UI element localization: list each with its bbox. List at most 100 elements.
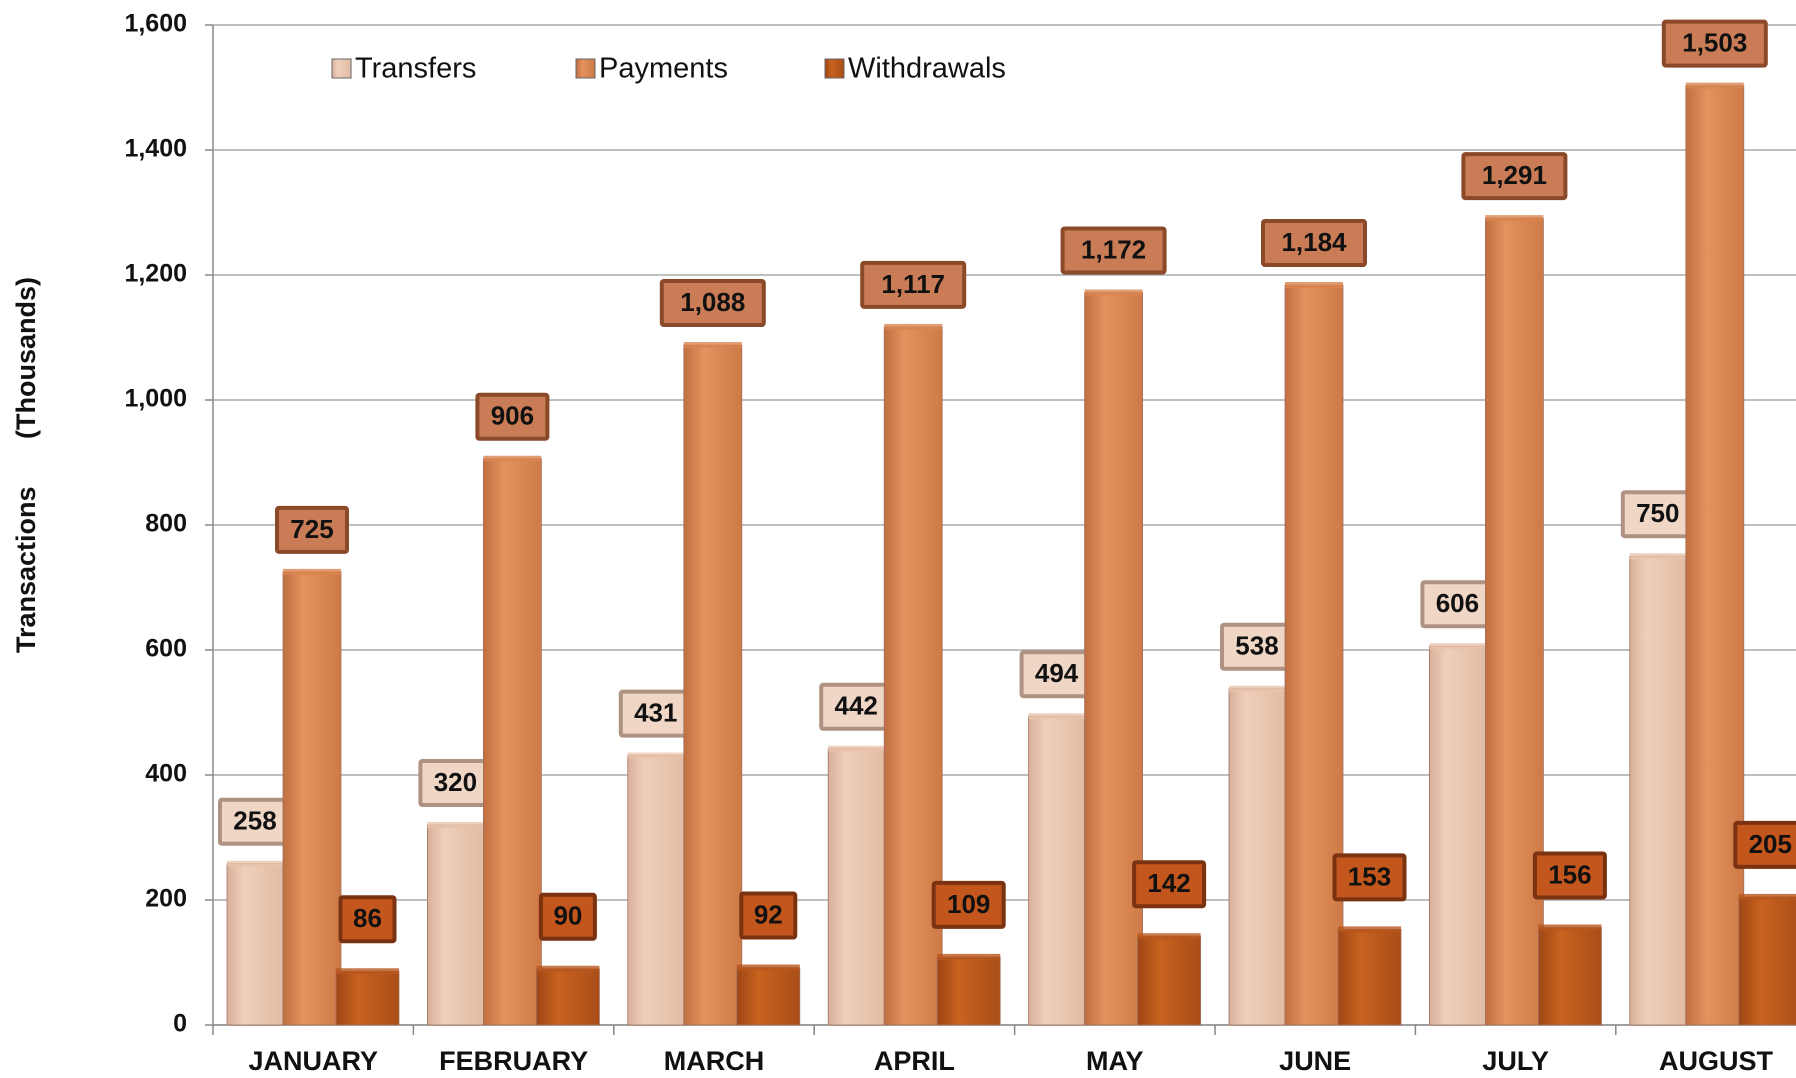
y-tick-label: 1,600 xyxy=(124,10,187,38)
bar-top xyxy=(1738,893,1796,900)
bar xyxy=(683,344,743,1026)
data-label-box xyxy=(1261,219,1367,267)
bar-top xyxy=(937,953,1001,960)
y-tick-label: 200 xyxy=(145,885,187,913)
bar-top xyxy=(1028,713,1085,720)
x-tick-label: JUNE xyxy=(1279,1046,1351,1076)
x-tick-label: MAY xyxy=(1086,1046,1144,1076)
data-label: 320 xyxy=(434,767,477,797)
data-label-box xyxy=(1532,851,1607,900)
data-label: 1,088 xyxy=(680,287,745,317)
bar xyxy=(482,458,542,1026)
x-tick-label: APRIL xyxy=(874,1046,955,1076)
bar-top xyxy=(1485,215,1544,222)
bar xyxy=(335,970,400,1026)
bar xyxy=(1084,292,1143,1026)
data-label: 906 xyxy=(491,401,534,431)
data-label-box xyxy=(338,895,397,944)
y-tick-label: 1,000 xyxy=(124,385,187,413)
bar xyxy=(1738,896,1796,1026)
data-label: 750 xyxy=(1636,498,1679,528)
data-label-box xyxy=(931,880,1006,929)
data-label: 1,184 xyxy=(1281,227,1347,257)
data-label: 153 xyxy=(1348,861,1391,891)
data-label: 109 xyxy=(947,889,990,919)
y-tick-label: 400 xyxy=(145,760,187,788)
y-tick-label: 0 xyxy=(173,1010,187,1038)
data-label: 606 xyxy=(1436,588,1479,618)
bar-top xyxy=(1338,926,1401,933)
bar xyxy=(1429,645,1486,1026)
data-label: 442 xyxy=(835,691,878,721)
x-tick-label: FEBRUARY xyxy=(439,1046,588,1076)
data-label-box xyxy=(739,891,798,940)
bar-top xyxy=(1685,82,1744,89)
bar-top xyxy=(1137,933,1201,940)
bar xyxy=(1629,555,1687,1026)
data-label: 90 xyxy=(553,901,582,931)
bar-top xyxy=(1629,553,1686,560)
bar xyxy=(1028,715,1085,1026)
bar xyxy=(1337,928,1402,1026)
bar-top xyxy=(884,323,943,330)
bar xyxy=(282,571,342,1026)
data-label-box xyxy=(1060,226,1167,275)
legend-swatch xyxy=(575,58,596,79)
bar xyxy=(1137,935,1201,1026)
bar xyxy=(627,755,685,1026)
bar-top xyxy=(627,752,684,759)
data-label: 86 xyxy=(353,903,382,933)
data-label-box xyxy=(275,505,349,554)
bar-top xyxy=(227,860,283,867)
bar-top xyxy=(1538,924,1602,931)
data-label: 431 xyxy=(634,698,677,728)
x-tick-label: JANUARY xyxy=(248,1046,378,1076)
data-label-box xyxy=(1733,820,1796,869)
bar xyxy=(736,967,801,1026)
data-label: 1,117 xyxy=(881,269,945,299)
bar xyxy=(426,824,484,1026)
data-label: 1,291 xyxy=(1482,160,1547,190)
legend-swatch xyxy=(331,58,352,79)
y-tick-label: 1,200 xyxy=(124,260,187,288)
data-label: 725 xyxy=(290,514,333,544)
bar xyxy=(226,863,284,1026)
data-label: 258 xyxy=(233,806,276,836)
legend-label: Transfers xyxy=(355,53,476,85)
legend-label: Payments xyxy=(599,53,728,85)
bar xyxy=(536,968,600,1026)
bar-top xyxy=(427,822,484,828)
data-label-box xyxy=(538,892,597,941)
bar-top xyxy=(683,342,742,348)
bar xyxy=(827,748,885,1026)
data-label-box xyxy=(1332,853,1407,902)
y-tick-label: 600 xyxy=(145,635,187,663)
x-tick-label: JULY xyxy=(1482,1046,1549,1076)
data-label-box xyxy=(659,279,766,327)
y-tick-label: 800 xyxy=(145,510,187,538)
data-label: 142 xyxy=(1147,868,1190,898)
x-tick-label: MARCH xyxy=(664,1046,765,1076)
bar xyxy=(1538,927,1602,1026)
y-tick-label: 1,400 xyxy=(124,135,187,163)
bar-top xyxy=(1429,643,1486,650)
bar xyxy=(1685,85,1745,1026)
bar-top xyxy=(483,455,542,462)
bar-top xyxy=(828,745,885,752)
data-label: 92 xyxy=(754,899,783,929)
bar xyxy=(1485,217,1544,1026)
data-label: 156 xyxy=(1548,859,1591,889)
x-tick-label: AUGUST xyxy=(1659,1046,1774,1076)
data-label-box xyxy=(475,392,550,441)
bar xyxy=(1284,284,1344,1026)
data-label-box xyxy=(1461,152,1568,201)
data-label: 494 xyxy=(1035,658,1079,688)
data-label: 1,503 xyxy=(1682,28,1747,58)
bar-top xyxy=(1229,685,1285,692)
bar-top xyxy=(1084,289,1143,296)
legend-swatch xyxy=(824,58,845,79)
data-label: 538 xyxy=(1235,631,1278,661)
bar-top xyxy=(283,568,341,575)
legend-label: Withdrawals xyxy=(848,53,1006,85)
bar-top xyxy=(1285,282,1343,288)
